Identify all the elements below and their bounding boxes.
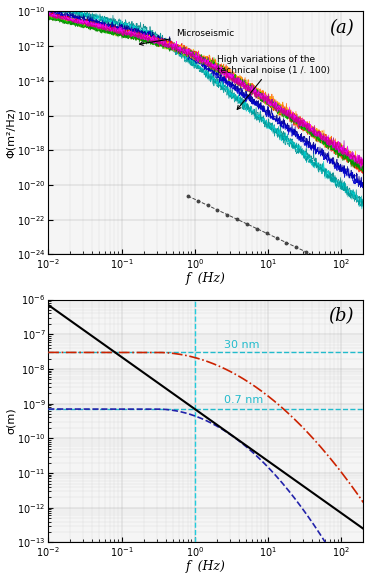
Text: Microseismic: Microseismic (139, 29, 234, 45)
Text: (a): (a) (329, 19, 354, 36)
X-axis label: f  (Hz): f (Hz) (186, 272, 226, 285)
Text: High variations of the
technical noise (1 /. 100): High variations of the technical noise (… (217, 55, 330, 109)
X-axis label: f  (Hz): f (Hz) (186, 560, 226, 573)
Y-axis label: Φ(m²/Hz): Φ(m²/Hz) (6, 108, 15, 158)
Text: 30 nm: 30 nm (224, 340, 259, 350)
Text: (b): (b) (328, 307, 354, 325)
Y-axis label: σ(m): σ(m) (6, 408, 15, 434)
Text: 0.7 nm: 0.7 nm (224, 395, 263, 405)
